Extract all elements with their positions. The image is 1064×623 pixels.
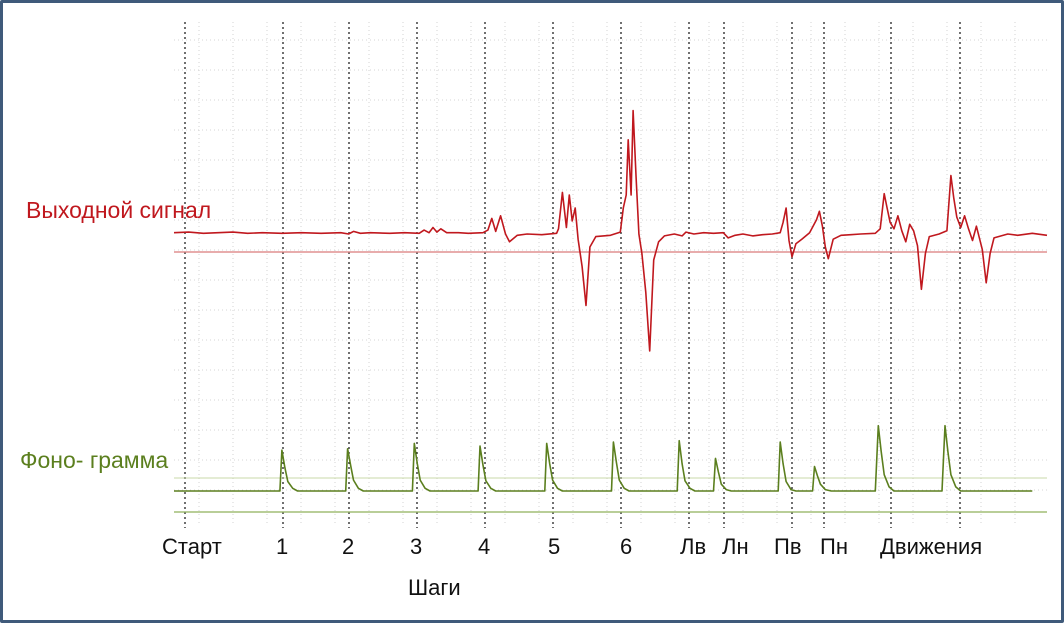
output-signal-label: Выходной сигнал xyxy=(26,194,212,227)
phonogram-label-line: Фоно- грамма xyxy=(20,447,169,473)
event-label: Пн xyxy=(820,534,848,559)
event-label: Движения xyxy=(880,534,983,559)
event-label: 5 xyxy=(548,534,561,559)
event-label: Пв xyxy=(774,534,802,559)
event-label: Лн xyxy=(722,534,749,559)
event-markers xyxy=(184,22,961,528)
event-label: Лв xyxy=(680,534,707,559)
event-label: 4 xyxy=(478,534,491,559)
output-signal-label-line: Выходной сигнал xyxy=(26,197,212,223)
event-label: 6 xyxy=(620,534,633,559)
phonogram-label: Фоно- грамма xyxy=(20,444,169,477)
event-label: 2 xyxy=(342,534,355,559)
output-signal-line xyxy=(173,109,1048,352)
grid-minor xyxy=(174,22,1047,525)
event-label: 1 xyxy=(276,534,289,559)
phonogram-line xyxy=(174,424,1033,492)
event-label: Старт xyxy=(162,534,222,559)
x-axis-title: Шаги xyxy=(408,575,461,600)
event-label: 3 xyxy=(410,534,423,559)
